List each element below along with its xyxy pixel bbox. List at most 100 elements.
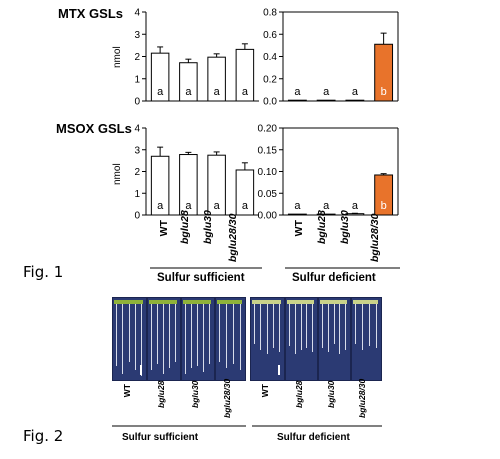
significance-letter: a bbox=[185, 200, 192, 212]
seedling-root bbox=[355, 304, 356, 344]
significance-letter: a bbox=[352, 200, 359, 212]
fig2-condition-deficient: Sulfur deficient bbox=[277, 432, 350, 443]
seedling-leaves bbox=[149, 300, 177, 304]
seedling-root bbox=[191, 304, 192, 368]
fig1-label: Fig. 1 bbox=[23, 263, 64, 281]
significance-letter: a bbox=[157, 200, 164, 212]
y-tick-label: 0.20 bbox=[258, 124, 278, 135]
bar bbox=[287, 99, 307, 102]
seedling-root bbox=[345, 304, 346, 350]
y-tick-label: 0.2 bbox=[263, 74, 277, 85]
significance-letter: a bbox=[242, 200, 249, 212]
y-tick-label: 0.8 bbox=[263, 8, 277, 19]
fig1-label-bglu2830-left: bglu28/30 bbox=[227, 213, 239, 262]
seedling-leaves bbox=[217, 300, 242, 304]
seedling-root bbox=[294, 304, 296, 354]
fig2-label-bglu2830-left: bglu28/30 bbox=[222, 378, 232, 418]
fig1-label-bglu30-right: bglu30 bbox=[339, 210, 351, 244]
seedling-leaves bbox=[287, 300, 314, 304]
significance-letter: a bbox=[185, 86, 192, 98]
seedling-root bbox=[369, 304, 370, 346]
significance-letter: a bbox=[323, 200, 330, 212]
seedling-leaves bbox=[114, 300, 143, 304]
seedling-root bbox=[327, 304, 329, 352]
seedling-root bbox=[306, 304, 308, 348]
fig2-label: Fig. 2 bbox=[23, 427, 64, 445]
seedling-root bbox=[339, 304, 341, 354]
y-tick-label: 0.10 bbox=[258, 167, 278, 178]
seedling-leaves bbox=[183, 300, 211, 304]
seedling-root bbox=[185, 304, 186, 374]
fig2-label-bglu30-left: bglu30 bbox=[190, 380, 200, 408]
fig1-label-bglu2830-right: bglu28/30 bbox=[369, 213, 381, 262]
y-tick-label: 3 bbox=[134, 30, 140, 41]
scale-bar bbox=[278, 365, 280, 375]
seedling-root bbox=[134, 304, 136, 370]
y-tick-label: 4 bbox=[134, 8, 140, 19]
seedling-root bbox=[312, 304, 313, 352]
seedling-root bbox=[240, 304, 241, 370]
seedling-root bbox=[289, 304, 290, 346]
significance-letter: a bbox=[214, 86, 221, 98]
seedling-root bbox=[116, 304, 117, 366]
scale-bar bbox=[140, 365, 142, 375]
seedling-root bbox=[203, 304, 204, 372]
y-tick-label: 0.4 bbox=[263, 52, 277, 63]
y-tick-label: 1 bbox=[134, 189, 140, 200]
seedling-root bbox=[163, 304, 164, 374]
seedling-root bbox=[333, 304, 335, 344]
fig1-condition-deficient: Sulfur deficient bbox=[292, 272, 376, 284]
seedling-root bbox=[175, 304, 176, 362]
seedling-leaves bbox=[252, 300, 281, 304]
fig1-label-bglu28-left: bglu28 bbox=[179, 210, 191, 244]
seedling-root bbox=[300, 304, 302, 350]
seedling-root bbox=[122, 304, 124, 374]
panel-title-msox: MSOX GSLs bbox=[56, 121, 132, 136]
seedling-root bbox=[151, 304, 152, 370]
significance-letter: a bbox=[157, 86, 164, 98]
fig2-condition-sufficient: Sulfur sufficient bbox=[122, 432, 199, 443]
fig1-label-bglu28-right: bglu28 bbox=[316, 210, 328, 244]
fig2-label-bglu28-right: bglu28 bbox=[294, 380, 304, 408]
fig2-label-bglu30-right: bglu30 bbox=[326, 380, 336, 408]
y-tick-label: 0.15 bbox=[258, 145, 278, 156]
y-tick-label: 0.6 bbox=[263, 30, 277, 41]
y-tick-label: 0.05 bbox=[258, 189, 278, 200]
significance-letter: b bbox=[381, 86, 387, 98]
seedling-root bbox=[260, 304, 262, 350]
fig2-label-wt-left: WT bbox=[122, 384, 132, 398]
seedling-root bbox=[141, 304, 142, 376]
significance-letter: a bbox=[294, 86, 301, 98]
seedling-leaves bbox=[353, 300, 378, 304]
seedling-root bbox=[272, 304, 274, 348]
seedling-root bbox=[362, 304, 363, 350]
seedling-root bbox=[226, 304, 227, 368]
y-tick-label: 0 bbox=[134, 97, 140, 108]
seedling-root bbox=[279, 304, 280, 352]
y-tick-label: 3 bbox=[134, 145, 140, 156]
seedling-root bbox=[322, 304, 323, 348]
significance-letter: a bbox=[294, 200, 301, 212]
y-tick-label: 0 bbox=[134, 211, 140, 222]
fig1-label-wt-left: WT bbox=[158, 220, 170, 237]
bar bbox=[316, 213, 336, 216]
seedling-root bbox=[219, 304, 220, 362]
panel-title-mtx: MTX GSLs bbox=[58, 6, 124, 21]
seedling-root bbox=[266, 304, 268, 354]
significance-letter: a bbox=[323, 86, 330, 98]
bar bbox=[316, 99, 336, 102]
seedling-root bbox=[197, 304, 198, 366]
fig2-label-wt-right: WT bbox=[260, 384, 270, 398]
y-tick-label: 0.00 bbox=[258, 211, 278, 222]
seedling-root bbox=[233, 304, 234, 364]
bar bbox=[287, 213, 307, 216]
bar bbox=[345, 99, 365, 102]
fig2-label-bglu2830-right: bglu28/30 bbox=[357, 378, 367, 418]
seedling-root bbox=[169, 304, 170, 368]
significance-letter: b bbox=[381, 200, 387, 212]
significance-letter: a bbox=[214, 200, 221, 212]
fig1-label-bglu30-left: bglu30 bbox=[202, 210, 214, 244]
significance-letter: a bbox=[242, 86, 249, 98]
seedling-root bbox=[128, 304, 130, 362]
